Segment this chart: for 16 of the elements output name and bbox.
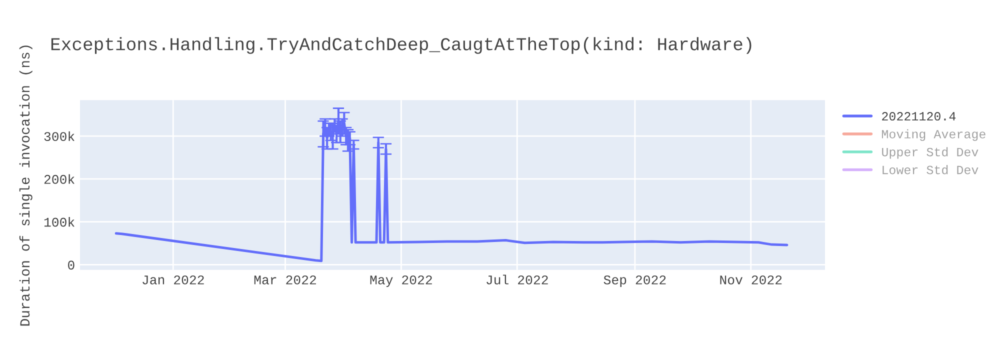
legend-label: 20221120.4: [882, 112, 956, 121]
y-tick-label: 200k: [44, 174, 74, 184]
x-tick-label: May 2022: [370, 275, 432, 288]
y-axis-title: Duration of single invocation (ns): [19, 46, 32, 326]
x-tick-label: Jul 2022: [486, 274, 548, 284]
x-tick-label: Mar 2022: [254, 275, 316, 284]
chart-title: Exceptions.Handling.TryAndCatchDeep_CaugtAtTheTop(kind: Hardware): [51, 37, 752, 54]
x-tick-label: Jan 2022: [142, 275, 204, 284]
y-tick-label: 0: [68, 260, 74, 270]
y-tick-label: 100k: [44, 217, 74, 227]
legend-label: Lower Std Dev: [882, 165, 978, 174]
legend-label: Upper Std Dev: [882, 147, 978, 159]
x-tick-label: Nov 2022: [720, 275, 782, 284]
legend-label: Moving Average: [882, 129, 986, 141]
y-tick-label: 300k: [44, 131, 74, 142]
x-tick-label: Sep 2022: [604, 275, 666, 288]
